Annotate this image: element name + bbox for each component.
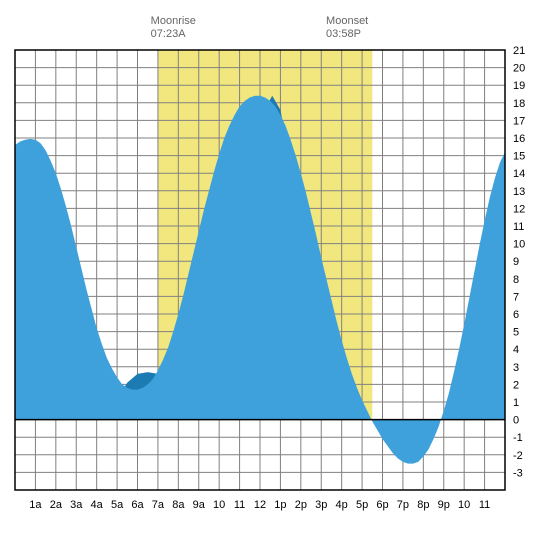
chart-svg: -3-2-10123456789101112131415161718192021…	[0, 0, 550, 550]
annotation-label: Moonset	[326, 15, 368, 28]
svg-text:10: 10	[213, 499, 225, 511]
svg-text:8p: 8p	[417, 499, 429, 511]
svg-text:19: 19	[513, 80, 525, 92]
svg-text:16: 16	[513, 133, 525, 145]
svg-text:-3: -3	[513, 467, 523, 479]
svg-text:5: 5	[513, 327, 519, 339]
svg-text:9p: 9p	[438, 499, 450, 511]
moonrise-annotation: Moonrise07:23A	[151, 15, 196, 41]
annotation-label: Moonrise	[151, 15, 196, 28]
annotation-time: 03:58P	[326, 28, 368, 41]
svg-text:9a: 9a	[193, 499, 206, 511]
svg-text:17: 17	[513, 115, 525, 127]
svg-text:1a: 1a	[29, 499, 42, 511]
svg-text:15: 15	[513, 151, 525, 163]
svg-text:6a: 6a	[131, 499, 144, 511]
svg-text:5p: 5p	[356, 499, 368, 511]
svg-text:4a: 4a	[91, 499, 104, 511]
svg-text:6: 6	[513, 309, 519, 321]
svg-text:3a: 3a	[70, 499, 83, 511]
svg-text:12: 12	[513, 203, 525, 215]
svg-text:7a: 7a	[152, 499, 165, 511]
svg-text:7: 7	[513, 291, 519, 303]
svg-text:-1: -1	[513, 432, 523, 444]
svg-text:3p: 3p	[315, 499, 327, 511]
svg-text:2: 2	[513, 379, 519, 391]
svg-text:21: 21	[513, 45, 525, 57]
svg-text:5a: 5a	[111, 499, 124, 511]
svg-text:1: 1	[513, 397, 519, 409]
svg-text:11: 11	[513, 221, 524, 233]
svg-text:12: 12	[254, 499, 266, 511]
tide-chart: -3-2-10123456789101112131415161718192021…	[0, 0, 550, 550]
svg-text:1p: 1p	[274, 499, 286, 511]
svg-text:6p: 6p	[376, 499, 388, 511]
svg-text:11: 11	[479, 499, 490, 511]
svg-text:4: 4	[513, 344, 519, 356]
svg-text:2p: 2p	[295, 499, 307, 511]
svg-text:0: 0	[513, 415, 519, 427]
svg-text:10: 10	[458, 499, 470, 511]
svg-text:-2: -2	[513, 450, 523, 462]
svg-text:8: 8	[513, 274, 519, 286]
svg-text:20: 20	[513, 63, 525, 75]
svg-text:11: 11	[234, 499, 245, 511]
moonset-annotation: Moonset03:58P	[326, 15, 368, 41]
svg-text:13: 13	[513, 186, 525, 198]
svg-text:14: 14	[513, 168, 525, 180]
svg-text:3: 3	[513, 362, 519, 374]
svg-text:18: 18	[513, 98, 525, 110]
svg-text:9: 9	[513, 256, 519, 268]
svg-text:8a: 8a	[172, 499, 185, 511]
svg-text:4p: 4p	[336, 499, 348, 511]
svg-text:2a: 2a	[50, 499, 63, 511]
svg-text:10: 10	[513, 239, 525, 251]
svg-text:7p: 7p	[397, 499, 409, 511]
annotation-time: 07:23A	[151, 28, 196, 41]
